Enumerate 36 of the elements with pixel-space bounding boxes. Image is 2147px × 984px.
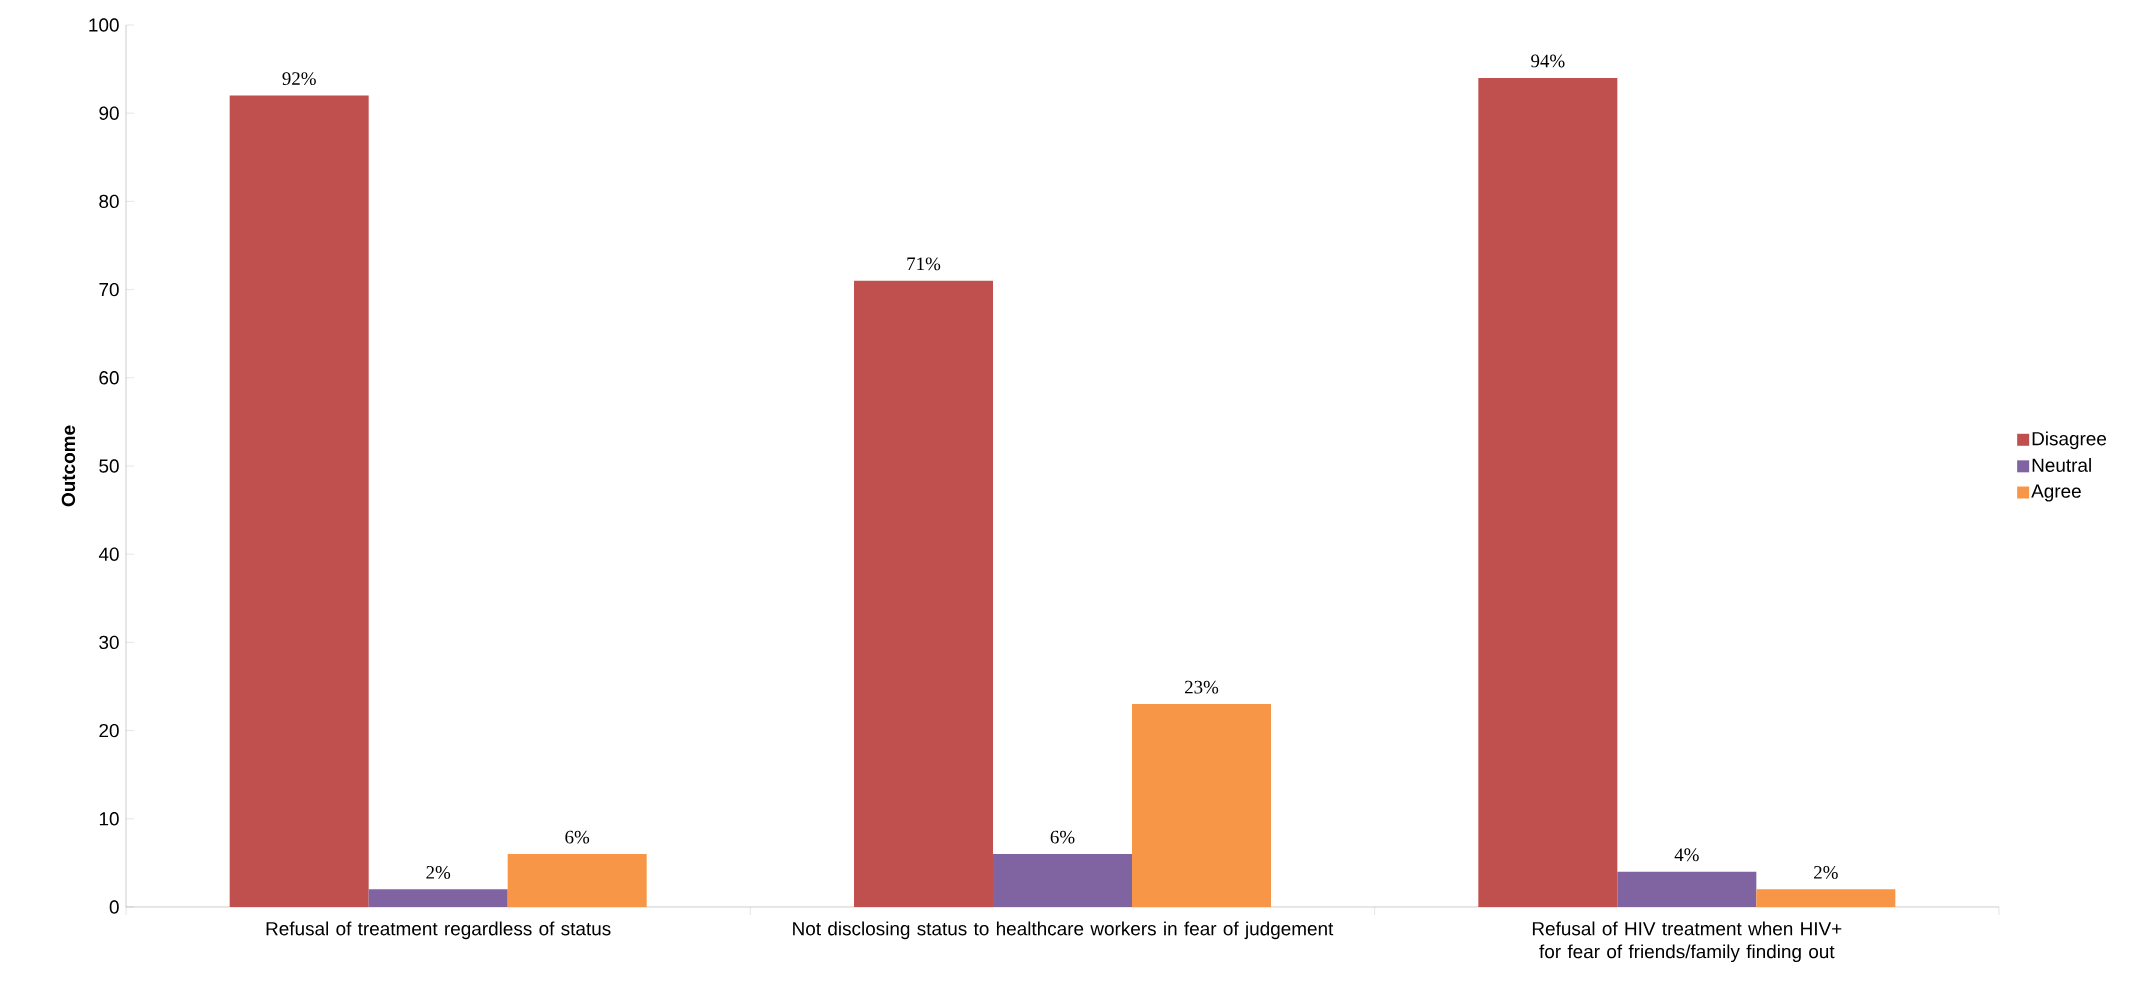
y-tick-label: 40: [98, 547, 119, 561]
data-label: 23%: [1184, 680, 1219, 694]
bar: [1478, 77, 1618, 907]
bar: [229, 95, 369, 907]
data-label: 92%: [282, 72, 316, 86]
y-tick-label: 0: [109, 900, 119, 914]
data-label: 71%: [907, 257, 941, 271]
data-label: 94%: [1531, 54, 1565, 68]
x-tick-label: Not disclosing status to healthcare workers in fear of judgement: [793, 921, 1334, 940]
bar: [507, 854, 647, 907]
y-tick-label: 90: [99, 106, 119, 120]
data-label: 2%: [426, 866, 451, 879]
legend-label: Neutral: [2032, 458, 2091, 472]
bar: [1617, 871, 1757, 907]
data-label: 6%: [565, 830, 590, 844]
y-tick-label: 20: [99, 723, 119, 738]
data-label: 2%: [1814, 866, 1838, 879]
bar: [368, 889, 508, 907]
legend-label: Agree: [2031, 484, 2081, 502]
bar: [1132, 704, 1272, 907]
x-tick-label: Refusal of treatment regardless of status: [266, 921, 611, 940]
y-tick-label: 50: [99, 459, 119, 473]
bar: [854, 280, 994, 907]
y-tick-label: 10: [99, 812, 119, 826]
y-tick-label: 80: [99, 194, 119, 209]
y-tick-label: 30: [99, 635, 119, 650]
data-label: 4%: [1674, 848, 1699, 862]
x-tick-label: Refusal of HIV treatment when HIV+ for fear of friends/family finding out: [1532, 921, 1842, 963]
y-tick-label: 60: [99, 371, 119, 385]
data-label: 6%: [1050, 830, 1075, 844]
bar: [993, 854, 1133, 907]
y-tick-label: 100: [89, 18, 119, 32]
y-axis-title: Outcome: [61, 425, 76, 507]
bar: [1756, 889, 1896, 907]
legend-label: Disagree: [2032, 431, 2107, 450]
y-tick-label: 70: [99, 282, 119, 297]
